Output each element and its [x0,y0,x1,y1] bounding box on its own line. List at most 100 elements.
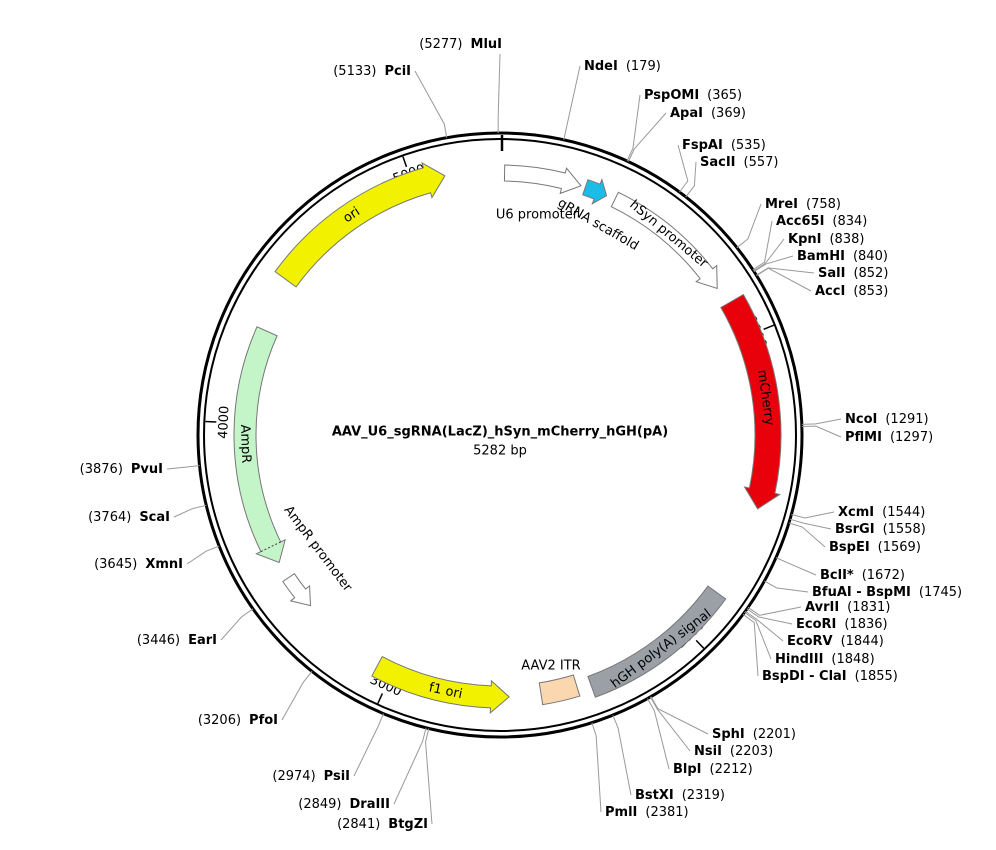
enzyme-leader [801,425,842,438]
enzyme-position: (758) [806,197,841,212]
enzyme-position: (1831) [847,600,890,615]
enzyme-position: (179) [626,59,661,74]
enzyme-position: (365) [707,88,742,103]
enzyme-label: BspEI (1569) [829,540,921,555]
map-title: AAV_U6_sgRNA(LacZ)_hSyn_mCherry_hGH(pA) [332,425,668,440]
enzyme-name: DraIII [350,797,391,812]
enzyme-leader [789,518,832,530]
enzyme-position: (853) [853,284,888,299]
enzyme-position: (840) [853,249,888,264]
enzyme-leader [753,255,794,273]
enzyme-label: SalI (852) [818,266,888,281]
tick-mark [402,156,408,168]
enzyme-name: HindIII [775,652,823,667]
enzyme-label: NcoI (1291) [845,412,929,427]
enzyme-position: (2203) [730,744,773,759]
enzyme-label: AvrII (1831) [805,600,890,615]
feature-label: hGH poly(A) signal [608,607,714,692]
enzyme-name: AccI [815,284,845,299]
enzyme-label: (5277) MluI [419,37,502,52]
enzyme-leader [425,728,433,825]
feature-arrow [282,572,312,607]
enzyme-name: KpnI [788,232,821,247]
enzyme-name: NsiI [694,744,722,759]
backbone-outer [196,131,804,739]
enzyme-leader [788,522,826,548]
enzyme-name: BstXI [635,788,674,803]
enzyme-leader [612,714,632,796]
enzyme-label: BclI* (1672) [820,568,905,583]
enzyme-name: XmnI [145,557,183,572]
enzyme-name: NdeI [584,59,618,74]
enzyme-position: (1297) [890,430,933,445]
feature-label: AAV2 ITR [521,659,580,674]
enzyme-name: NcoI [845,412,877,427]
enzyme-name: PciI [384,64,411,79]
enzyme-leader [186,545,220,565]
enzyme-label: PflMI (1297) [845,430,933,445]
enzyme-position: (1558) [883,522,926,537]
enzyme-label: NdeI (179) [584,59,661,74]
enzyme-leader [414,70,448,138]
enzyme-position: (3876) [80,462,123,477]
enzyme-label: PmlI (2381) [605,805,689,820]
enzyme-label: BspDI - ClaI (1855) [762,669,898,684]
enzyme-position: (3446) [137,633,180,648]
enzyme-name: BclI* [820,568,854,583]
feature-arrow [582,178,608,205]
enzyme-label: BstXI (2319) [635,788,725,803]
enzyme-position: (1291) [885,412,928,427]
enzyme-leader [627,112,667,162]
enzyme-name: EcoRI [796,617,836,632]
enzyme-name: SacII [700,155,736,170]
enzyme-position: (535) [731,138,766,153]
enzyme-name: PsiI [324,769,350,784]
enzyme-label: (5133) PciI [333,64,411,79]
enzyme-leader [166,465,200,470]
enzyme-position: (2201) [753,727,796,742]
feature-label: f1 ori [427,680,463,702]
enzyme-position: (2319) [682,788,725,803]
enzyme-position: (838) [829,232,864,247]
enzyme-leader [649,696,691,752]
enzyme-name: PvuI [131,462,163,477]
enzyme-name: MreI [765,197,798,212]
enzyme-name: EcoRV [787,634,833,649]
enzyme-label: (3764) ScaI [88,510,170,525]
feature-arrow [720,293,782,510]
enzyme-position: (2849) [298,797,341,812]
enzyme-name: EarI [188,633,217,648]
enzyme-leader [747,606,802,616]
enzyme-leader [677,144,689,193]
enzyme-position: (1544) [882,505,925,520]
enzyme-label: ApaI (369) [670,106,746,121]
enzyme-leader [752,220,773,271]
enzyme-leader [801,418,842,425]
enzyme-name: BsrGI [835,522,875,537]
enzyme-leader [756,267,815,276]
enzyme-position: (2381) [645,805,688,820]
enzyme-name: PspOMI [644,88,699,103]
enzyme-leader [173,504,207,518]
enzyme-leader [626,94,641,162]
enzyme-position: (1672) [862,568,905,583]
enzyme-label: MreI (758) [765,197,841,212]
enzyme-name: PfoI [249,713,278,728]
enzyme-name: SalI [818,266,845,281]
enzyme-leader [497,53,501,134]
enzyme-leader [393,727,427,805]
enzyme-leader [756,267,812,292]
enzyme-label: (3446) EarI [137,633,217,648]
enzyme-position: (1745) [919,585,962,600]
enzyme-position: (2841) [337,817,380,832]
enzyme-leader [281,671,313,721]
feature-arrow [371,655,510,714]
enzyme-label: BlpI (2212) [673,762,753,777]
enzyme-label: (2974) PsiI [272,769,350,784]
enzyme-label: (3645) XmnI [94,557,183,572]
enzyme-leader [744,611,772,660]
feature-arrow [538,674,581,706]
enzyme-name: FspAI [682,138,723,153]
enzyme-label: SphI (2201) [712,727,796,742]
